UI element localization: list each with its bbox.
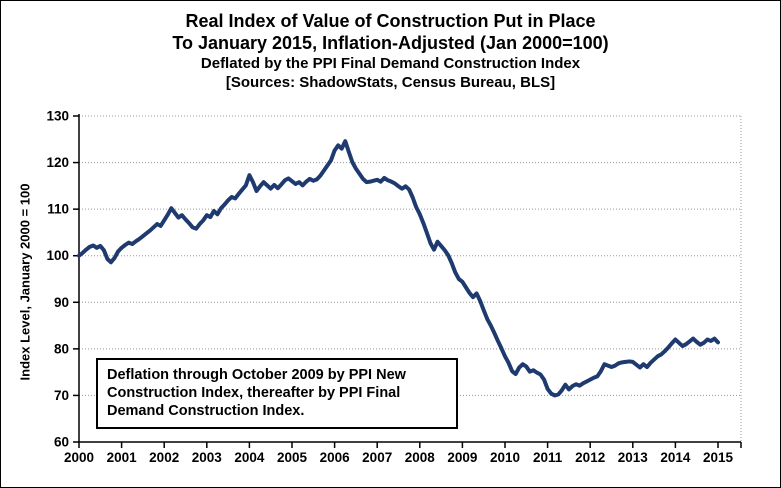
x-tick-label-2004: 2004 <box>234 450 265 465</box>
y-tick-labels: 60 70 80 90 100 110 120 130 <box>46 109 79 450</box>
y-tick-label-100: 100 <box>46 248 69 263</box>
title-line-2: To January 2015, Inflation-Adjusted (Jan… <box>172 33 609 53</box>
x-tick-label-2010: 2010 <box>490 450 520 465</box>
y-axis-title: Index Level, January 2000 = 100 <box>17 183 33 381</box>
x-tick-label-2003: 2003 <box>192 450 223 465</box>
y-tick-label-120: 120 <box>46 155 69 170</box>
y-tick-label-90: 90 <box>54 295 69 310</box>
x-tick-labels: 2000 2001 2002 2003 2004 2005 2006 2007 2008 2009… <box>64 442 742 465</box>
y-tick-label-110: 110 <box>47 202 69 217</box>
x-tick-label-2013: 2013 <box>618 450 649 465</box>
x-tick-label-2008: 2008 <box>405 450 436 465</box>
x-tick-label-2011: 2011 <box>533 450 563 465</box>
y-tick-label-60: 60 <box>54 435 69 450</box>
title-block: Real Index of Value of Construction Put … <box>1 10 780 92</box>
x-tick-label-2001: 2001 <box>107 450 138 465</box>
x-tick-label-2007: 2007 <box>362 450 392 465</box>
y-tick-label-130: 130 <box>46 109 69 124</box>
title-line-1: Real Index of Value of Construction Put … <box>185 11 596 31</box>
x-tick-label-2015: 2015 <box>703 450 734 465</box>
x-tick-label-2006: 2006 <box>320 450 351 465</box>
title-line-3: Deflated by the PPI Final Demand Constru… <box>200 55 581 72</box>
data-series-line <box>77 139 720 398</box>
y-gridlines <box>79 115 741 396</box>
x-tick-label-2000: 2000 <box>64 450 94 465</box>
x-tick-label-2009: 2009 <box>447 450 477 465</box>
x-tick-label-2005: 2005 <box>277 450 308 465</box>
x-tick-label-2012: 2012 <box>575 450 605 465</box>
x-tick-label-2002: 2002 <box>149 450 179 465</box>
annotation-box: Deflation through October 2009 by PPI Ne… <box>96 358 458 429</box>
x-tick-label-2014: 2014 <box>660 450 691 465</box>
title-line-4: [Sources: ShadowStats, Census Bureau, BL… <box>225 74 556 91</box>
annotation-text: Deflation through October 2009 by PPI Ne… <box>107 367 406 419</box>
y-tick-label-80: 80 <box>54 341 69 356</box>
y-tick-label-70: 70 <box>54 388 69 403</box>
